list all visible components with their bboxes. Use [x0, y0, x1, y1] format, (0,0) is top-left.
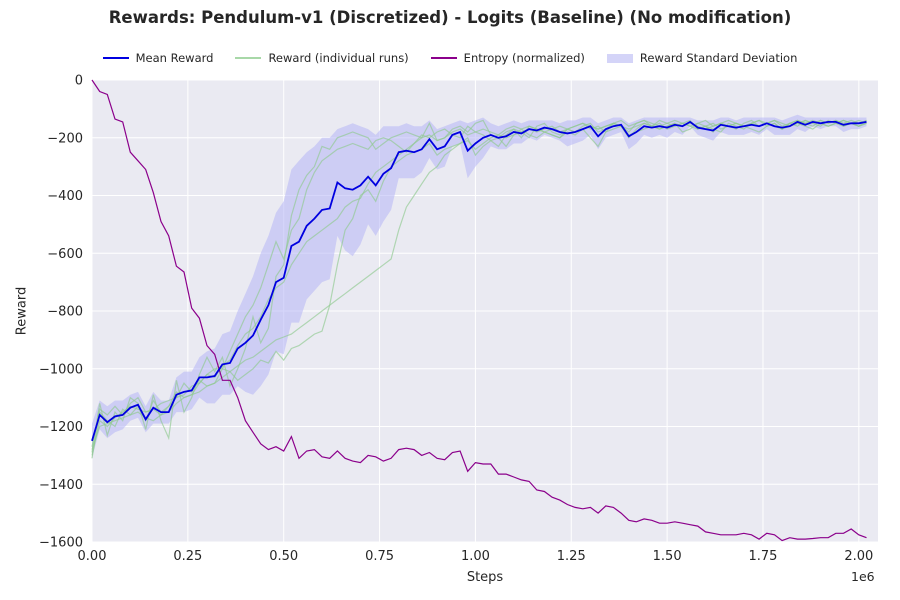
y-tick-label: −600: [47, 247, 83, 262]
y-tick-labels: 0 −200 −400 −600 −800 −1000 −1200 −1400 −1600: [39, 74, 83, 551]
std-band: [92, 114, 867, 459]
y-axis-label: Reward: [14, 286, 30, 336]
entropy-line: [91, 79, 867, 542]
x-tick-label: 0.75: [365, 549, 394, 564]
y-tick-label: −800: [47, 305, 83, 320]
legend: Mean Reward Reward (individual runs) Ent…: [0, 51, 900, 65]
y-tick-label: −1600: [39, 536, 83, 551]
entropy-layer: [91, 79, 867, 542]
legend-swatch-individual-runs: [235, 57, 262, 59]
y-tick-label: −1200: [39, 420, 83, 435]
x-axis-offset-label: 1e6: [851, 569, 875, 584]
legend-item-std-dev: Reward Standard Deviation: [606, 51, 798, 65]
legend-item-mean-reward: Mean Reward: [102, 51, 214, 65]
x-tick-label: 1.00: [461, 549, 490, 564]
mean-reward-layer: [91, 120, 867, 442]
legend-swatch-mean-reward: [102, 57, 129, 59]
y-tick-label: −200: [47, 131, 83, 146]
x-tick-label: 1.25: [557, 549, 586, 564]
x-tick-labels: 0.00 0.25 0.50 0.75 1.00 1.25 1.50 1.75 2.00: [78, 549, 874, 564]
x-tick-label: 1.50: [653, 549, 682, 564]
y-tick-label: 0: [75, 74, 83, 89]
y-tick-label: −400: [47, 189, 83, 204]
legend-label-entropy: Entropy (normalized): [463, 51, 585, 65]
y-tick-label: −1000: [39, 362, 83, 377]
x-tick-label: 0.00: [78, 549, 107, 564]
legend-label-mean-reward: Mean Reward: [135, 51, 214, 65]
legend-label-std-dev: Reward Standard Deviation: [639, 51, 798, 65]
legend-label-individual-runs: Reward (individual runs): [268, 51, 409, 65]
x-tick-label: 0.25: [173, 549, 202, 564]
legend-swatch-std-dev: [606, 53, 633, 63]
legend-item-entropy: Entropy (normalized): [430, 51, 585, 65]
chart-title: Rewards: Pendulum-v1 (Discretized) - Log…: [108, 8, 792, 27]
x-tick-label: 0.50: [269, 549, 298, 564]
x-tick-label: 2.00: [844, 549, 873, 564]
legend-swatch-entropy: [430, 57, 457, 59]
x-tick-label: 1.75: [748, 549, 777, 564]
std-band-layer: [92, 114, 867, 459]
x-axis-label: Steps: [466, 570, 504, 585]
mean-reward-line: [91, 120, 867, 442]
legend-item-individual-runs: Reward (individual runs): [235, 51, 409, 65]
y-tick-label: −1400: [39, 478, 83, 493]
